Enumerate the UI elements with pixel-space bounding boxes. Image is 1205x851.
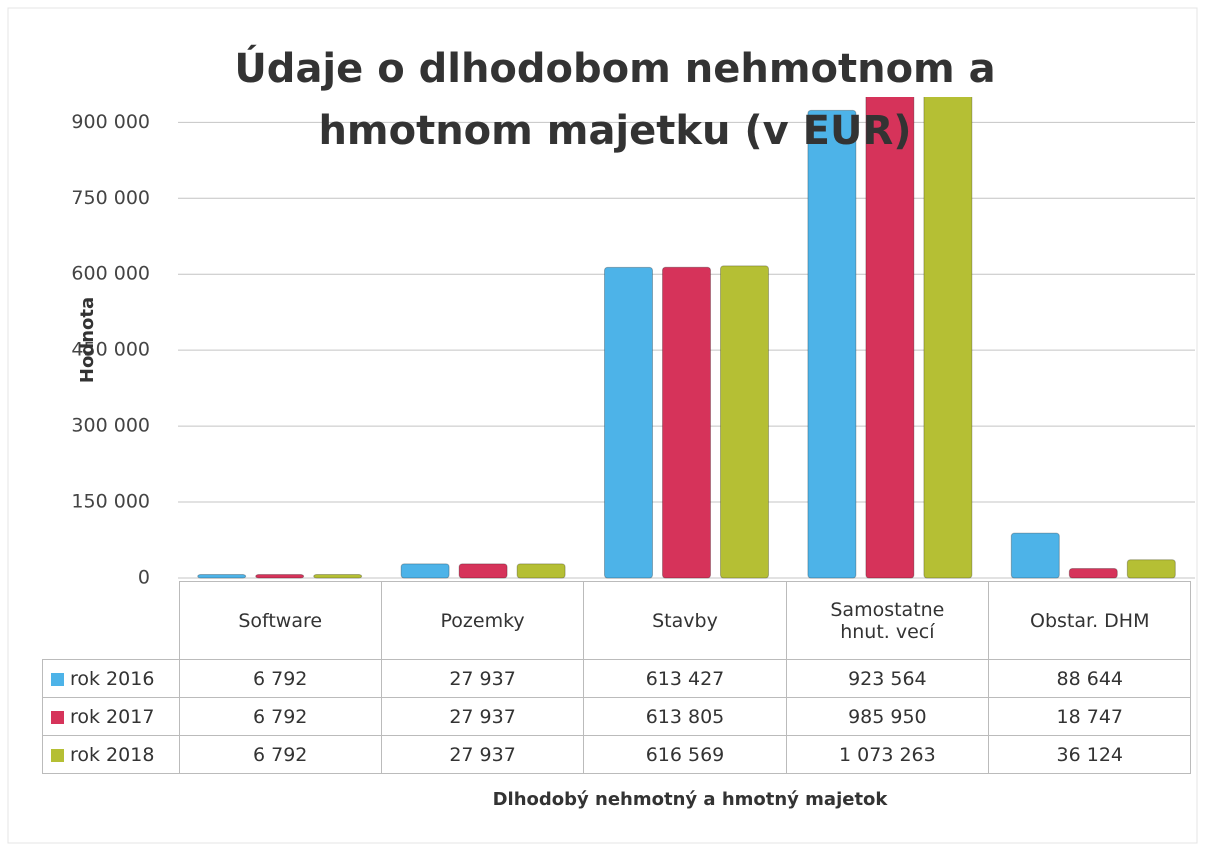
value-cell: 6 792 [178,659,382,698]
bar [604,266,653,579]
value-cell: 1 073 263 [785,735,990,774]
legend-cell: rok 2016 [42,659,180,698]
category-label: Stavby [583,581,787,660]
chart-title: Údaje o dlhodobom nehmotnom a hmotnom ma… [234,46,996,154]
value-cell: 27 937 [380,659,585,698]
y-tick-label: 150 000 [71,491,150,513]
y-tick-label: 300 000 [71,415,150,437]
bar [720,265,769,579]
bar [516,563,566,579]
bar [1126,559,1176,579]
bar [313,574,363,579]
y-axis-label: Hodnota [77,297,98,383]
bar [865,97,915,579]
bar [197,574,247,579]
value-cell: 6 792 [178,735,382,774]
value-cell: 613 427 [583,659,787,698]
table-header-row: Software Pozemky Stavby Samostatne hnut. ve… [42,581,1192,660]
value-cell: 6 792 [178,697,382,736]
y-tick-label: 900 000 [71,111,150,133]
legend-label: rok 2017 [70,705,155,728]
legend-key [51,710,64,724]
value-cell: 985 950 [785,697,990,736]
value-cell: 18 747 [988,697,1192,736]
y-tick-label: 450 000 [71,339,150,361]
value-cell: 923 564 [785,659,990,698]
frame [7,7,1198,844]
legend-cell: rok 2017 [42,697,180,736]
value-cell: 36 124 [988,735,1192,774]
table-row: rok 2017 6 792 27 937 613 805 985 950 18 747 [42,697,1192,736]
x-axis-label: Dlhodobý nehmotný a hmotný majetok [493,789,889,810]
bar [1010,532,1060,579]
bar [1068,568,1118,579]
legend-key [51,748,64,762]
bar [458,563,508,579]
value-cell: 27 937 [380,697,585,736]
bar [662,266,711,579]
bar [923,97,973,579]
bar [400,563,450,579]
legend-label: rok 2018 [70,743,155,766]
category-label: Software [178,581,382,660]
bar [807,109,857,579]
table-row: rok 2018 6 792 27 937 616 569 1 073 263 36 12… [42,735,1192,774]
legend-label: rok 2016 [70,667,155,690]
category-label: Obstar. DHM [988,581,1192,660]
y-tick-label: 750 000 [71,187,150,209]
bar [255,574,305,579]
y-tick-label: 600 000 [71,263,150,285]
category-label: Samostatne hnut. vecí [785,581,990,660]
value-cell: 613 805 [583,697,787,736]
table-corner [42,581,180,660]
value-cell: 616 569 [583,735,787,774]
category-label: Pozemky [380,581,585,660]
value-cell: 88 644 [988,659,1192,698]
table-row: rok 2016 6 792 27 937 613 427 923 564 88 644 [42,659,1192,698]
legend-cell: rok 2018 [42,735,180,774]
legend-key [51,672,64,686]
value-cell: 27 937 [380,735,585,774]
data-table: Software Pozemky Stavby Samostatne hnut. ve… [42,581,1192,774]
